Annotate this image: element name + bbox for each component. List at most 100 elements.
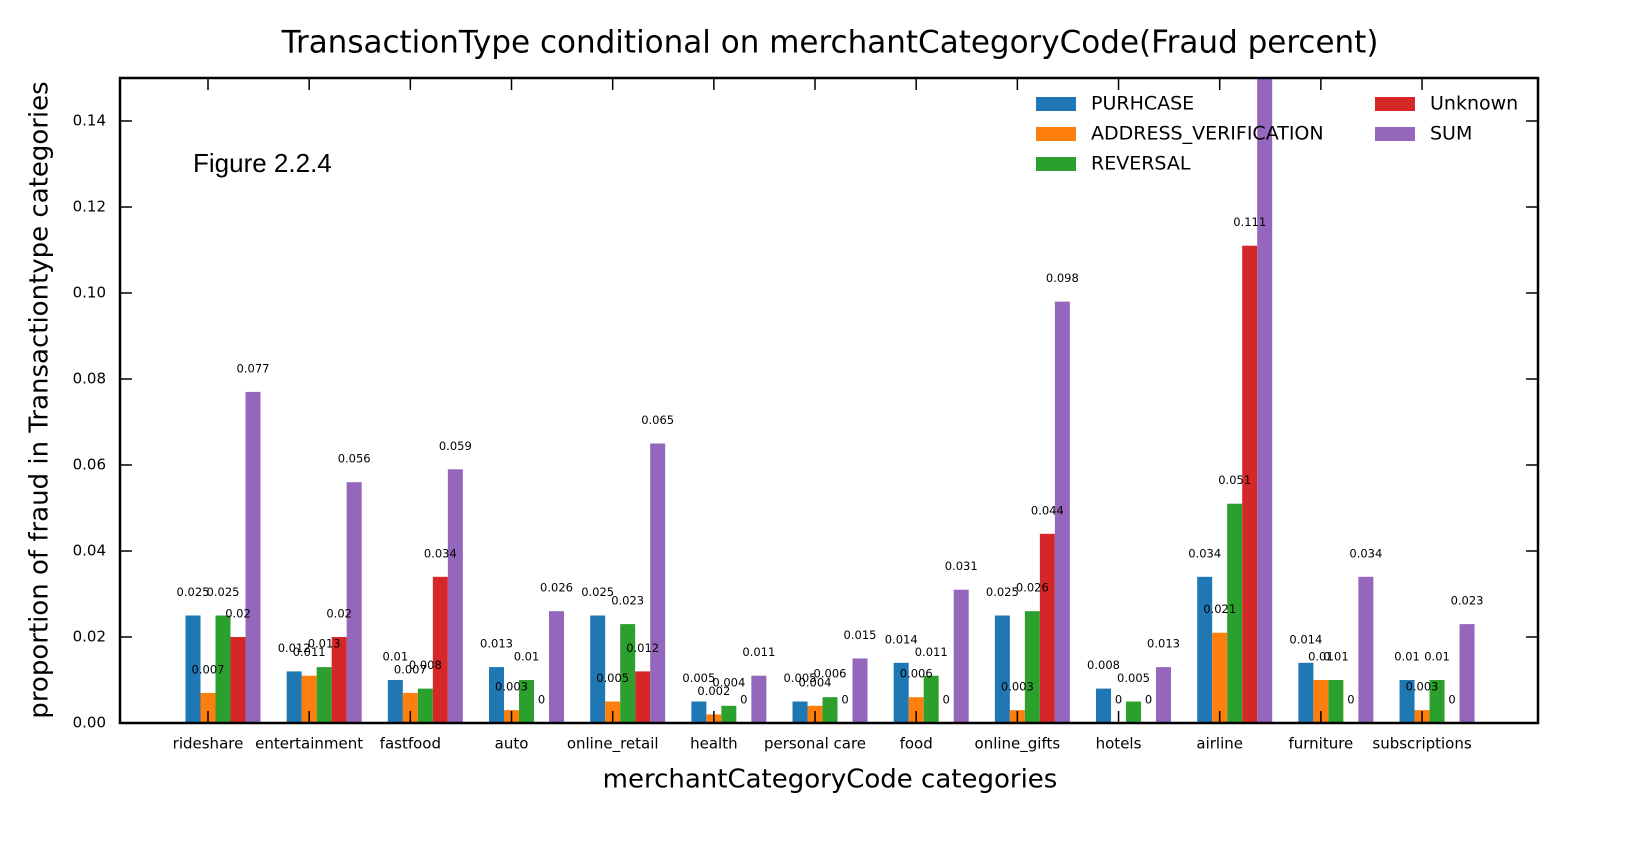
value-label: 0.01 bbox=[1323, 650, 1349, 664]
x-tick-label: personal care bbox=[764, 735, 866, 753]
bar bbox=[1459, 624, 1475, 723]
x-tick-label: rideshare bbox=[173, 735, 244, 753]
bar bbox=[489, 667, 505, 723]
value-label: 0 bbox=[1347, 693, 1354, 707]
value-label: 0.026 bbox=[540, 581, 573, 595]
value-label: 0.01 bbox=[1308, 650, 1334, 664]
legend-swatch bbox=[1375, 97, 1415, 111]
value-label: 0.034 bbox=[1188, 546, 1221, 560]
value-label: 0.012 bbox=[278, 641, 311, 655]
bar bbox=[590, 615, 606, 723]
bar bbox=[691, 701, 707, 723]
value-label: 0.003 bbox=[1001, 680, 1034, 694]
value-label: 0.025 bbox=[207, 585, 240, 599]
value-label: 0.008 bbox=[409, 658, 442, 672]
bar bbox=[1242, 245, 1258, 723]
value-label: 0.005 bbox=[682, 671, 715, 685]
bar bbox=[620, 624, 636, 723]
bar bbox=[447, 469, 463, 723]
value-label: 0.007 bbox=[394, 662, 427, 676]
bar bbox=[200, 692, 216, 723]
bar bbox=[721, 705, 737, 723]
bar bbox=[751, 675, 767, 723]
value-label: 0.034 bbox=[1349, 546, 1382, 560]
bar bbox=[301, 675, 317, 723]
value-label: 0.056 bbox=[338, 452, 371, 466]
value-label: 0.015 bbox=[844, 628, 877, 642]
bar bbox=[1227, 503, 1243, 723]
x-tick-label: online_gifts bbox=[975, 735, 1061, 754]
y-axis-label: proportion of fraud in Transactiontype c… bbox=[25, 81, 55, 718]
x-tick-label: subscriptions bbox=[1372, 735, 1471, 753]
value-label: 0.01 bbox=[1394, 650, 1420, 664]
legend-label: PURHCASE bbox=[1091, 93, 1194, 115]
value-label: 0.025 bbox=[986, 585, 1019, 599]
y-tick-label: 0.02 bbox=[73, 628, 106, 646]
bar bbox=[185, 615, 201, 723]
y-tick-label: 0.06 bbox=[73, 456, 106, 474]
value-label: 0.01 bbox=[514, 650, 540, 664]
value-label: 0.013 bbox=[1147, 637, 1180, 651]
bar bbox=[245, 391, 261, 723]
legend-swatch bbox=[1036, 97, 1076, 111]
bar bbox=[402, 692, 418, 723]
legend-swatch bbox=[1036, 127, 1076, 141]
bar bbox=[994, 615, 1010, 723]
value-label: 0.002 bbox=[697, 684, 730, 698]
value-label: 0.013 bbox=[308, 637, 341, 651]
bar bbox=[893, 662, 909, 723]
value-label: 0 bbox=[538, 693, 545, 707]
value-label: 0.077 bbox=[237, 361, 270, 375]
bar bbox=[1024, 611, 1040, 723]
x-tick-label: furniture bbox=[1288, 735, 1353, 753]
y-tick-label: 0.14 bbox=[73, 112, 106, 130]
value-label: 0 bbox=[740, 693, 747, 707]
bar bbox=[331, 637, 347, 723]
bar bbox=[286, 671, 302, 723]
value-label: 0 bbox=[841, 693, 848, 707]
value-label: 0 bbox=[1145, 693, 1152, 707]
legend-label: REVERSAL bbox=[1091, 153, 1191, 175]
bar bbox=[215, 615, 231, 723]
value-label: 0.007 bbox=[192, 662, 225, 676]
value-label: 0.026 bbox=[1016, 581, 1049, 595]
value-label: 0.051 bbox=[1218, 473, 1251, 487]
x-tick-label: food bbox=[900, 735, 933, 753]
bar bbox=[1039, 533, 1055, 723]
bar bbox=[1156, 667, 1172, 723]
value-label: 0.014 bbox=[1289, 632, 1322, 646]
value-label: 0.012 bbox=[626, 641, 659, 655]
bar bbox=[635, 671, 651, 723]
value-label: 0.01 bbox=[1424, 650, 1450, 664]
value-label: 0.003 bbox=[495, 680, 528, 694]
value-label: 0.006 bbox=[814, 667, 847, 681]
x-tick-label: fastfood bbox=[380, 735, 441, 753]
bar bbox=[1054, 301, 1070, 723]
value-label: 0.044 bbox=[1031, 503, 1064, 517]
x-axis-label: merchantCategoryCode categories bbox=[603, 765, 1058, 795]
bar bbox=[923, 675, 939, 723]
bar bbox=[1298, 662, 1314, 723]
value-label: 0.01 bbox=[383, 650, 409, 664]
value-label: 0.034 bbox=[424, 546, 457, 560]
legend-label: SUM bbox=[1430, 123, 1472, 145]
legend-label: Unknown bbox=[1430, 93, 1518, 115]
bar bbox=[1313, 680, 1329, 723]
x-tick-label: airline bbox=[1196, 735, 1243, 753]
bar bbox=[1197, 576, 1213, 723]
value-label: 0.059 bbox=[439, 439, 472, 453]
value-label: 0.013 bbox=[480, 637, 513, 651]
bar bbox=[908, 697, 924, 723]
bar bbox=[953, 589, 969, 723]
legend-label: ADDRESS_VERIFICATION bbox=[1091, 123, 1324, 145]
bar bbox=[549, 611, 565, 723]
bar bbox=[346, 482, 362, 723]
value-label: 0.023 bbox=[1451, 594, 1484, 608]
value-label: 0.003 bbox=[1406, 680, 1439, 694]
value-label: 0.005 bbox=[1117, 671, 1150, 685]
bar bbox=[1096, 688, 1112, 723]
bar bbox=[1429, 680, 1445, 723]
value-label: 0.025 bbox=[177, 585, 210, 599]
